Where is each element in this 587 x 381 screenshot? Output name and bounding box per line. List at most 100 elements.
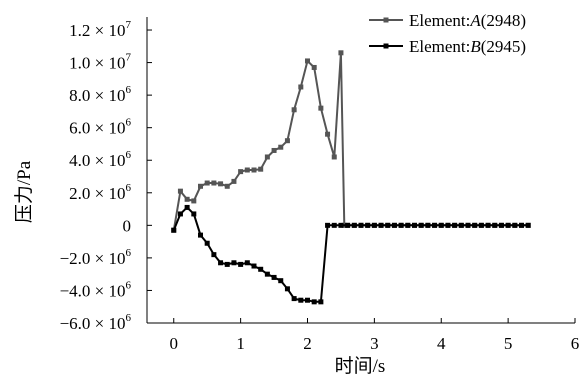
series-point: [231, 260, 237, 266]
legend-label-letter: B: [470, 37, 481, 56]
legend-label-suffix: (2948): [481, 11, 526, 30]
x-ticks: 0 1 2 3 4 5 6: [170, 318, 579, 353]
series-point: [231, 178, 237, 184]
series-layer: [171, 50, 531, 305]
series-point: [438, 222, 444, 228]
series-point: [177, 188, 183, 194]
legend-label: Element:B(2945): [409, 37, 526, 56]
series-point: [391, 222, 397, 228]
series-point: [291, 296, 297, 302]
series-point: [218, 260, 224, 266]
series-point: [345, 222, 351, 228]
series-point: [211, 180, 217, 186]
series-point: [177, 211, 183, 217]
series-point: [198, 183, 203, 189]
y-tick-label: −6.0 × 106: [60, 312, 132, 333]
y-tick-exponent: 7: [126, 19, 132, 31]
legend-marker: [383, 43, 389, 49]
series-point: [525, 222, 531, 228]
y-tick-times: × 10: [90, 54, 125, 73]
series-point: [298, 84, 304, 90]
series-point: [184, 204, 190, 210]
y-tick-mantissa: −2.0: [60, 249, 91, 268]
y-tick-times: × 10: [90, 151, 125, 170]
x-tick-label: 2: [303, 334, 312, 353]
y-tick-exponent: 6: [126, 149, 132, 161]
series-point: [311, 299, 317, 305]
y-tick-mantissa: −4.0: [60, 281, 91, 300]
series-point: [432, 222, 438, 228]
series-point: [184, 196, 190, 202]
series-point: [264, 271, 270, 277]
series-point: [305, 58, 310, 64]
series-point: [218, 181, 224, 187]
series-point: [204, 180, 210, 186]
x-tick-label: 1: [236, 334, 245, 353]
y-tick-label: 0: [123, 216, 132, 235]
series-point: [264, 154, 270, 160]
series-point: [171, 227, 177, 233]
series-point: [191, 211, 197, 217]
series-0: [171, 50, 531, 233]
series-point: [278, 144, 284, 150]
series-point: [224, 183, 230, 189]
series-point: [251, 263, 257, 269]
series-point: [472, 222, 478, 228]
y-tick-label: −2.0 × 106: [60, 247, 132, 268]
y-tick-mantissa: 6.0: [69, 119, 90, 138]
series-point: [311, 64, 317, 70]
series-point: [398, 222, 404, 228]
y-tick-mantissa: 2.0: [69, 184, 90, 203]
series-point: [465, 222, 471, 228]
series-point: [492, 222, 498, 228]
y-tick-label: 1.0 × 107: [69, 52, 131, 73]
y-tick-exponent: 6: [126, 247, 132, 259]
legend-label-prefix: Element:: [409, 37, 470, 56]
series-point: [512, 222, 518, 228]
y-tick-label: 6.0 × 106: [69, 117, 131, 138]
x-tick-label: 5: [504, 334, 513, 353]
series-point: [505, 222, 511, 228]
series-point: [284, 138, 290, 144]
y-tick-mantissa: 1.0: [69, 54, 90, 73]
y-tick-times: × 10: [90, 86, 125, 105]
series-point: [258, 166, 264, 172]
series-point: [338, 222, 344, 228]
series-point: [318, 299, 324, 305]
y-tick-exponent: 6: [126, 117, 132, 129]
series-point: [244, 260, 250, 266]
legend-label: Element:A(2948): [409, 11, 526, 30]
series-point: [211, 252, 217, 258]
series-point: [198, 232, 203, 238]
series-point: [318, 105, 324, 111]
y-tick-label: 4.0 × 106: [69, 149, 131, 170]
y-tick-label: −4.0 × 106: [60, 279, 132, 300]
y-tick-mantissa: 4.0: [69, 151, 90, 170]
series-point: [485, 222, 491, 228]
series-point: [298, 297, 304, 303]
series-point: [351, 222, 357, 228]
series-point: [498, 222, 504, 228]
y-tick-label: 1.2 × 107: [69, 19, 131, 40]
y-tick-label: 2.0 × 106: [69, 182, 131, 203]
series-point: [365, 222, 371, 228]
y-tick-times: × 10: [90, 281, 125, 300]
x-tick-label: 0: [170, 334, 179, 353]
series-point: [238, 169, 244, 175]
y-tick-mantissa: 8.0: [69, 86, 90, 105]
y-axis-label: 压力/Pa: [13, 160, 35, 223]
series-point: [519, 222, 524, 228]
series-point: [284, 286, 290, 292]
series-point: [238, 261, 244, 267]
series-1: [171, 204, 531, 305]
y-tick-label: 8.0 × 106: [69, 84, 131, 105]
y-tick-times: × 10: [90, 119, 125, 138]
series-point: [278, 278, 284, 284]
legend-item: Element:B(2945): [369, 37, 526, 56]
y-tick-mantissa: 1.2: [69, 21, 90, 40]
series-point: [258, 266, 264, 272]
x-axis-label: 时间/s: [335, 355, 386, 377]
y-tick-times: × 10: [90, 184, 125, 203]
